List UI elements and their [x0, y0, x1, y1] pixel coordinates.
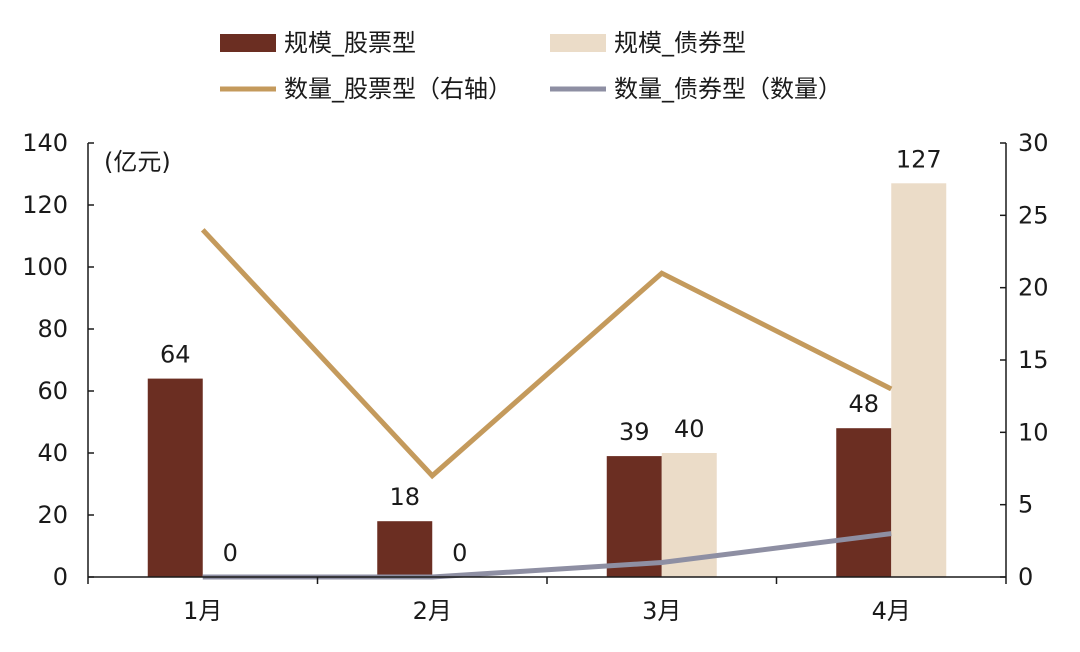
- data-labels-layer: 64 18 39 48 0 0 40 127: [160, 145, 942, 567]
- legend-item-line-stock: 数量_股票型（右轴）: [220, 75, 512, 103]
- right-tick-label-5: 25: [1018, 201, 1049, 229]
- legend-label-bar-stock: 规模_股票型: [284, 29, 416, 57]
- x-tick-label-2: 3月: [642, 597, 681, 625]
- data-label-stock-1: 18: [389, 483, 420, 511]
- legend-item-line-bond: 数量_债券型（数量）: [550, 75, 842, 103]
- right-tick-label-3: 15: [1018, 346, 1049, 374]
- left-tick-label-3: 60: [37, 377, 68, 405]
- right-tick-label-2: 10: [1018, 418, 1049, 446]
- x-tick-label-1: 2月: [413, 597, 452, 625]
- legend-label-line-bond: 数量_债券型（数量）: [614, 75, 842, 103]
- legend-label-line-stock: 数量_股票型（右轴）: [284, 75, 512, 103]
- bar-stock-2: [606, 456, 662, 577]
- right-tick-label-6: 30: [1018, 129, 1049, 157]
- bar-bond-3: [891, 183, 947, 578]
- data-label-stock-0: 64: [160, 341, 191, 369]
- legend-swatch-bar-bond: [550, 34, 606, 52]
- line-stock-count: [200, 228, 893, 480]
- data-label-bond-2: 40: [674, 415, 705, 443]
- left-tick-label-4: 80: [37, 315, 68, 343]
- legend-item-bar-bond: 规模_债券型: [550, 29, 746, 57]
- left-tick-label-0: 0: [53, 563, 68, 591]
- right-tick-label-4: 20: [1018, 274, 1049, 302]
- data-label-bond-3: 127: [896, 145, 942, 173]
- data-label-bond-0: 0: [223, 539, 238, 567]
- left-tick-label-6: 120: [22, 191, 68, 219]
- right-tick-label-1: 5: [1018, 491, 1033, 519]
- legend-label-bar-bond: 规模_债券型: [614, 29, 746, 57]
- left-tick-label-1: 20: [37, 501, 68, 529]
- bar-stock-0: [147, 378, 203, 577]
- x-tick-label-0: 1月: [183, 597, 222, 625]
- data-label-stock-3: 48: [848, 390, 879, 418]
- lines-layer: [200, 228, 893, 580]
- x-tick-label-3: 4月: [872, 597, 911, 625]
- left-tick-label-5: 100: [22, 253, 68, 281]
- bars-layer: [147, 183, 947, 578]
- line-bond-count: [202, 531, 892, 580]
- bar-stock-3: [836, 428, 892, 577]
- axes-layer: 0 20 40 60 80 100 120 140 0 5 10 15 20 25 30 1月 2月 3月 4月: [22, 129, 1048, 625]
- legend-swatch-bar-stock: [220, 34, 276, 52]
- left-tick-label-2: 40: [37, 439, 68, 467]
- bar-stock-1: [377, 521, 433, 577]
- right-tick-label-0: 0: [1018, 563, 1033, 591]
- unit-label: (亿元): [104, 148, 171, 176]
- left-tick-label-7: 140: [22, 129, 68, 157]
- data-label-stock-2: 39: [619, 418, 650, 446]
- legend: 规模_股票型 规模_债券型 数量_股票型（右轴） 数量_债券型（数量）: [220, 29, 842, 103]
- data-label-bond-1: 0: [452, 539, 467, 567]
- legend-item-bar-stock: 规模_股票型: [220, 29, 416, 57]
